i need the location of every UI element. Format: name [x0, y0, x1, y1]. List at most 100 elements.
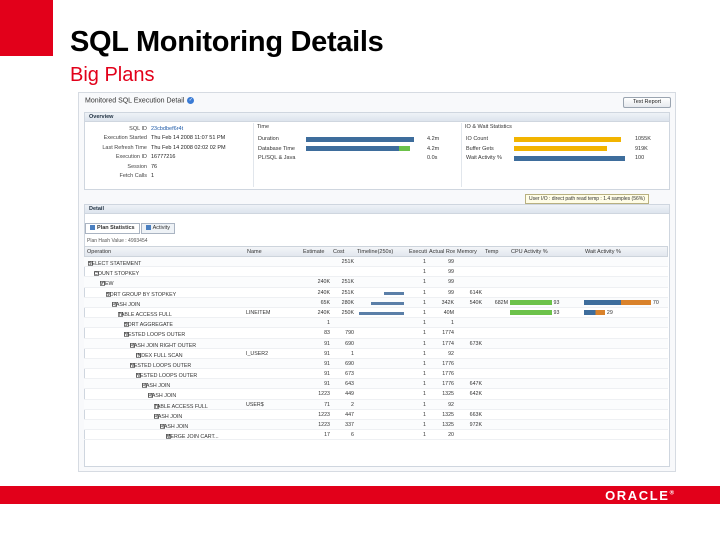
plan-table-body: − SELECT STATEMENT 251K 1 99− COUNT STOPKEY 1 9…	[84, 257, 668, 441]
plan-row[interactable]: − HASH JOIN 91 643 1 1776 647K	[84, 379, 668, 390]
tab-icon	[145, 225, 151, 231]
cpu-activity-bar	[510, 300, 552, 306]
tree-toggle-icon[interactable]: −	[148, 392, 153, 399]
field-label: Execution ID	[115, 154, 147, 161]
tree-toggle-icon[interactable]: −	[154, 402, 159, 409]
tree-toggle-icon[interactable]: −	[166, 433, 171, 440]
col-header[interactable]: Executions	[409, 249, 427, 255]
plan-row[interactable]: − SELECT STATEMENT 251K 1 99	[84, 257, 668, 268]
red-corner-block	[0, 0, 53, 56]
tree-toggle-icon[interactable]: −	[154, 412, 159, 419]
field-label: Session	[127, 163, 147, 170]
plan-cell: 1776	[442, 381, 454, 388]
plan-cell: 449	[345, 391, 354, 398]
plan-row[interactable]: − SORT AGGREGATE 1 1 1	[84, 318, 668, 329]
col-header[interactable]: Cost	[333, 249, 345, 255]
tree-toggle-icon[interactable]: −	[130, 341, 135, 348]
plan-cell: 99	[448, 289, 454, 296]
col-header[interactable]: Name	[247, 249, 262, 255]
overview-fields: SQL ID 23cbdbef6r4t Execution Started Thu F…	[89, 125, 249, 181]
time-header: Time	[257, 124, 270, 130]
time-metric-bar	[306, 136, 414, 142]
tree-toggle-icon[interactable]: −	[136, 351, 141, 358]
plan-cell: 1	[423, 269, 426, 276]
operation-name: INDEX FULL SCAN	[136, 352, 183, 359]
plan-row[interactable]: − TABLE ACCESS FULL LINEITEM 240K 250K 1 40M 93…	[84, 308, 668, 319]
refresh-check-icon[interactable]: ✓	[187, 97, 195, 104]
time-metric-row: PL/SQL & Java 0.0s	[254, 154, 459, 162]
tree-toggle-icon[interactable]: −	[94, 270, 99, 277]
tree-toggle-icon[interactable]: −	[130, 361, 135, 368]
plan-cell: 17	[324, 432, 330, 439]
plan-row[interactable]: − HASH JOIN 1223 449 1 1325 642K	[84, 389, 668, 400]
field-label: Execution Started	[103, 135, 147, 142]
plan-cell: 342K	[441, 299, 454, 306]
plan-row[interactable]: − HASH JOIN RIGHT OUTER 91 690 1 1774 673K	[84, 338, 668, 349]
tree-toggle-icon[interactable]: −	[142, 382, 147, 389]
plan-cell: 1223	[318, 422, 330, 428]
col-header[interactable]: Timeline(250s)	[357, 249, 394, 255]
plan-row[interactable]: − NESTED LOOPS OUTER 91 690 1 1776	[84, 358, 668, 370]
plan-cell: 65K	[320, 299, 330, 306]
col-header[interactable]: Memory	[457, 249, 477, 255]
tab-plan-statistics[interactable]: Plan Statistics	[85, 223, 140, 234]
tree-toggle-icon[interactable]: −	[118, 310, 123, 317]
io-metric-value: 1055K	[635, 136, 651, 142]
col-header[interactable]: Temp	[485, 249, 499, 255]
field-value[interactable]: 23cbdbef6r4t	[151, 126, 184, 132]
plan-cell: 1	[423, 391, 426, 398]
col-header[interactable]: Estimate	[303, 249, 325, 255]
tree-toggle-icon[interactable]: −	[88, 260, 93, 266]
tree-toggle-icon[interactable]: −	[136, 372, 141, 379]
overview-title: Overview	[85, 113, 669, 122]
plan-cell: 1	[423, 320, 426, 327]
plan-row[interactable]: − TABLE ACCESS FULL USER$ 71 2 1 92	[84, 399, 668, 410]
tab-activity[interactable]: Activity	[140, 223, 176, 234]
plan-cell: 1	[423, 432, 426, 439]
time-metric-value: 0.0s	[427, 155, 438, 161]
plan-row[interactable]: − HASH JOIN 1223 337 1 1325 972K	[84, 420, 668, 431]
text-report-button[interactable]: Text Report	[623, 97, 671, 108]
timeline-bar	[383, 291, 404, 295]
plan-cell: 1	[423, 422, 426, 428]
plan-cell: 673K	[469, 340, 482, 347]
plan-cell: 251K	[341, 289, 354, 296]
plan-row[interactable]: − INDEX FULL SCAN I_USER2 91 1 1 92	[84, 349, 668, 359]
field-label: Last Refresh Time	[102, 144, 147, 151]
plan-row[interactable]: − HASH JOIN 1223 447 1 1325 663K	[84, 410, 668, 420]
io-metric-bar	[514, 146, 607, 151]
plan-cell: 1776	[442, 371, 454, 378]
plan-row[interactable]: − NESTED LOOPS OUTER 83 790 1 1774	[84, 328, 668, 339]
plan-cell: 1325	[442, 391, 454, 398]
plan-row[interactable]: − VIEW 240K 251K 1 99	[84, 277, 668, 288]
field-value: 76	[151, 163, 158, 170]
plan-row[interactable]: − COUNT STOPKEY 1 99	[84, 267, 668, 278]
tree-toggle-icon[interactable]: −	[124, 321, 129, 328]
plan-cell: 99	[448, 269, 454, 276]
col-header[interactable]: CPU Activity %	[511, 249, 548, 255]
tree-toggle-icon[interactable]: −	[160, 423, 165, 429]
plan-cell: 447	[345, 411, 354, 418]
plan-row[interactable]: − NESTED LOOPS OUTER 91 673 1 1776	[84, 369, 668, 380]
tree-toggle-icon[interactable]: −	[124, 331, 129, 338]
col-header[interactable]: Actual Rows	[429, 249, 455, 255]
io-metric-value: 919K	[635, 145, 648, 152]
wait-activity-bar	[584, 310, 605, 316]
plan-cell: 92	[448, 350, 454, 357]
col-header[interactable]: Operation	[87, 249, 112, 255]
tree-toggle-icon[interactable]: −	[106, 290, 111, 297]
plan-row[interactable]: − MERGE JOIN CART... 17 6 1 20	[84, 430, 668, 441]
plan-row[interactable]: − SORT GROUP BY STOPKEY 240K 251K 1 99 614K	[84, 288, 668, 298]
plan-cell: 91	[324, 360, 330, 367]
oracle-logo: ORACLE®	[605, 488, 674, 503]
tree-toggle-icon[interactable]: −	[112, 300, 117, 307]
col-header[interactable]: Wait Activity %	[585, 249, 621, 255]
time-metric-row: Duration 4.2m	[254, 135, 459, 143]
plan-cell: 1	[423, 340, 426, 347]
overview-field: Execution ID 16777216	[89, 153, 249, 162]
plan-row[interactable]: − HASH JOIN 65K 280K 1 342K 540K 682M 93 70	[84, 297, 668, 308]
plan-cell: 614K	[469, 289, 482, 296]
tree-toggle-icon[interactable]: −	[100, 280, 105, 287]
plan-cell: 1	[423, 299, 426, 306]
overview-field: Fetch Calls 1	[89, 172, 249, 181]
